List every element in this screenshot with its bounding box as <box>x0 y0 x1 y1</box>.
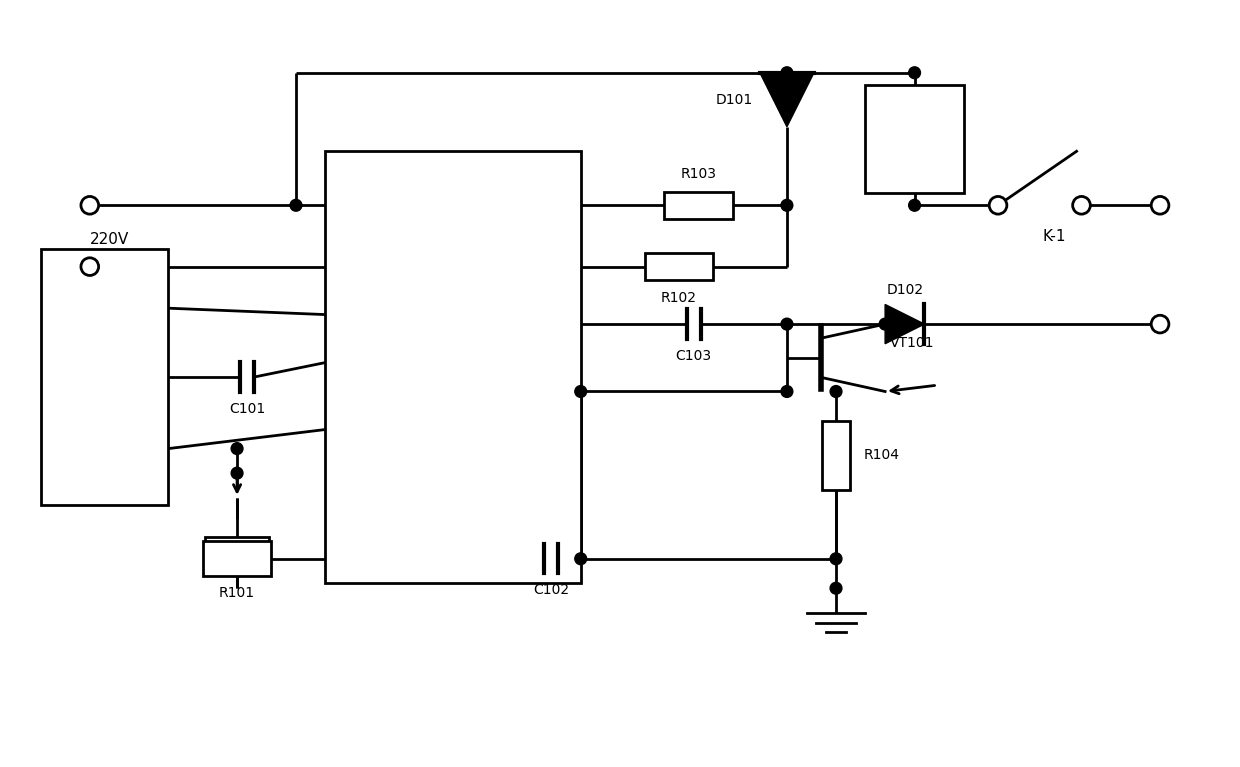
Text: AC-: AC- <box>334 260 357 274</box>
Circle shape <box>990 196 1007 214</box>
Circle shape <box>781 67 792 79</box>
Bar <box>665 192 733 219</box>
Text: R102: R102 <box>661 291 697 305</box>
Circle shape <box>830 553 842 565</box>
Circle shape <box>81 196 99 214</box>
Text: G: G <box>334 355 345 370</box>
Bar <box>205 537 269 571</box>
Text: CR: CR <box>553 260 573 274</box>
Bar <box>202 541 272 577</box>
Bar <box>325 151 580 584</box>
Circle shape <box>575 386 587 397</box>
Text: S: S <box>51 301 61 316</box>
Circle shape <box>1073 196 1090 214</box>
Text: 220V: 220V <box>89 232 129 247</box>
Circle shape <box>781 199 792 211</box>
Text: D: D <box>334 422 345 437</box>
Circle shape <box>909 67 920 79</box>
Text: C: C <box>562 317 573 331</box>
Circle shape <box>81 258 99 275</box>
Text: R103: R103 <box>681 167 717 181</box>
Text: C103: C103 <box>676 348 712 363</box>
Circle shape <box>290 199 301 211</box>
Bar <box>822 421 849 489</box>
Text: R104: R104 <box>863 449 899 463</box>
Circle shape <box>1151 315 1169 333</box>
Text: D102: D102 <box>887 283 924 297</box>
Text: VT101: VT101 <box>890 336 935 350</box>
Circle shape <box>879 318 892 330</box>
Bar <box>866 85 963 193</box>
Circle shape <box>1151 196 1169 214</box>
Circle shape <box>781 318 792 330</box>
Text: AC+: AC+ <box>334 199 363 212</box>
Text: VK: VK <box>554 199 573 212</box>
Text: D: D <box>51 441 62 456</box>
Circle shape <box>781 386 792 397</box>
Text: D101: D101 <box>715 94 753 107</box>
Circle shape <box>231 443 243 455</box>
Polygon shape <box>885 304 924 344</box>
Circle shape <box>909 199 920 211</box>
Polygon shape <box>760 73 813 127</box>
Circle shape <box>830 582 842 594</box>
Bar <box>41 249 169 505</box>
Text: K: K <box>909 130 920 148</box>
Text: SO2: SO2 <box>86 368 123 386</box>
Text: C102: C102 <box>533 583 569 597</box>
Text: U101: U101 <box>464 265 503 280</box>
Text: S: S <box>334 307 343 322</box>
Text: C101: C101 <box>228 402 265 416</box>
Text: R101: R101 <box>219 586 255 600</box>
Text: TWH9512: TWH9512 <box>450 499 517 512</box>
Circle shape <box>231 467 243 479</box>
Text: RD: RD <box>553 384 573 399</box>
Bar <box>645 253 713 281</box>
Circle shape <box>575 553 587 565</box>
Text: K-1: K-1 <box>1043 229 1066 244</box>
Circle shape <box>830 386 842 397</box>
Text: G: G <box>51 370 62 384</box>
